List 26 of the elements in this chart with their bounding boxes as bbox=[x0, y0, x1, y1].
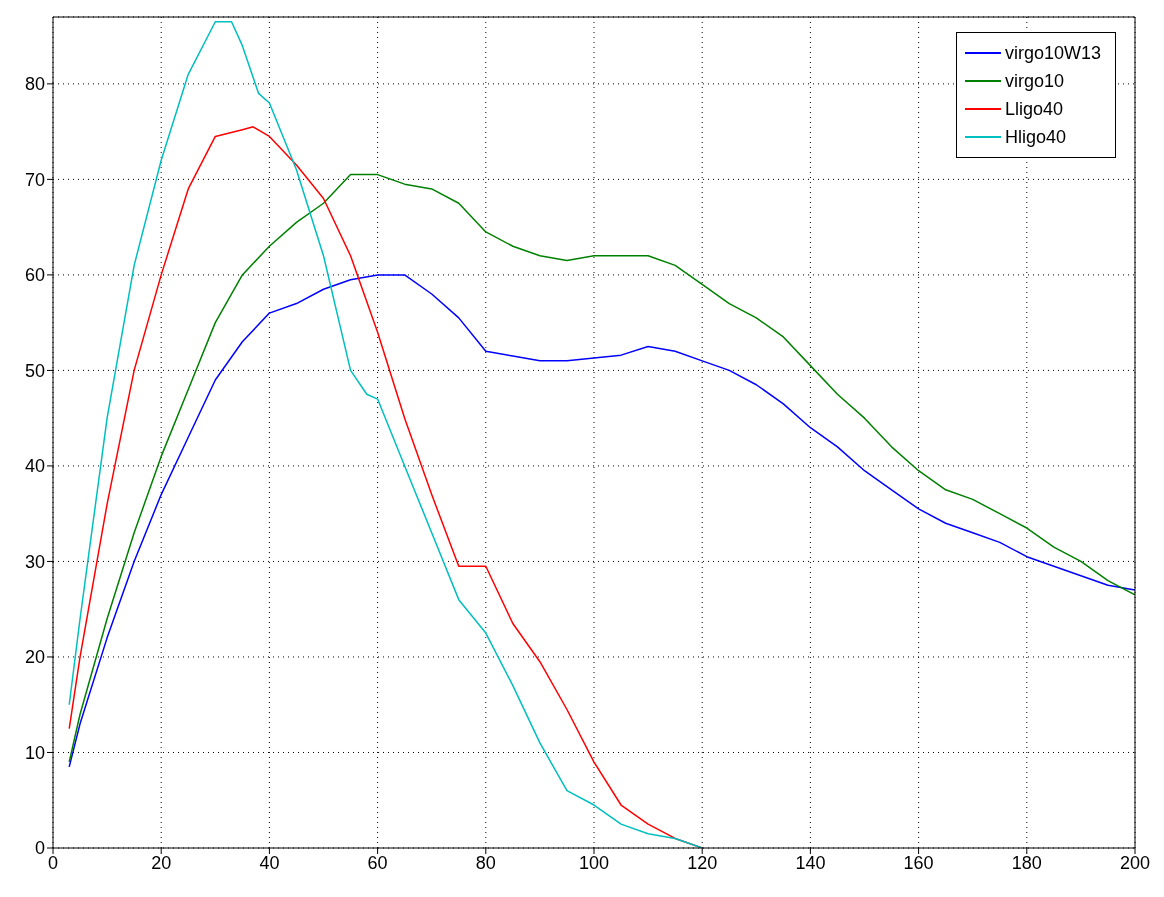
x-tick-label: 160 bbox=[903, 852, 934, 873]
y-tick-label: 0 bbox=[34, 838, 45, 859]
legend-label: virgo10 bbox=[1004, 70, 1064, 92]
y-tick-label: 40 bbox=[24, 456, 45, 477]
y-tick-label: 20 bbox=[24, 647, 45, 668]
y-tick-label: 50 bbox=[24, 360, 45, 381]
y-tick-label: 10 bbox=[24, 742, 45, 763]
x-tick-label: 140 bbox=[795, 852, 826, 873]
legend-label: virgo10W13 bbox=[1004, 42, 1101, 64]
y-tick-label: 60 bbox=[24, 265, 45, 286]
legend-label: Lligo40 bbox=[1004, 98, 1064, 120]
line-series bbox=[68, 173, 1135, 763]
x-tick-label: 80 bbox=[475, 852, 496, 873]
legend-label: Hligo40 bbox=[1004, 126, 1066, 148]
y-tick-label: 30 bbox=[24, 551, 45, 572]
y-tick-label: 80 bbox=[24, 74, 45, 95]
y-tick-label: 70 bbox=[24, 169, 45, 190]
x-tick-label: 100 bbox=[578, 852, 610, 873]
x-tick-label: 0 bbox=[47, 852, 59, 873]
x-tick-label: 20 bbox=[151, 852, 172, 873]
x-tick-label: 120 bbox=[687, 852, 718, 873]
x-tick-label: 40 bbox=[259, 852, 280, 873]
x-tick-label: 60 bbox=[367, 852, 388, 873]
x-tick-label: 180 bbox=[1011, 852, 1042, 873]
x-tick-label: 200 bbox=[1119, 852, 1151, 873]
line-series bbox=[68, 274, 1135, 768]
